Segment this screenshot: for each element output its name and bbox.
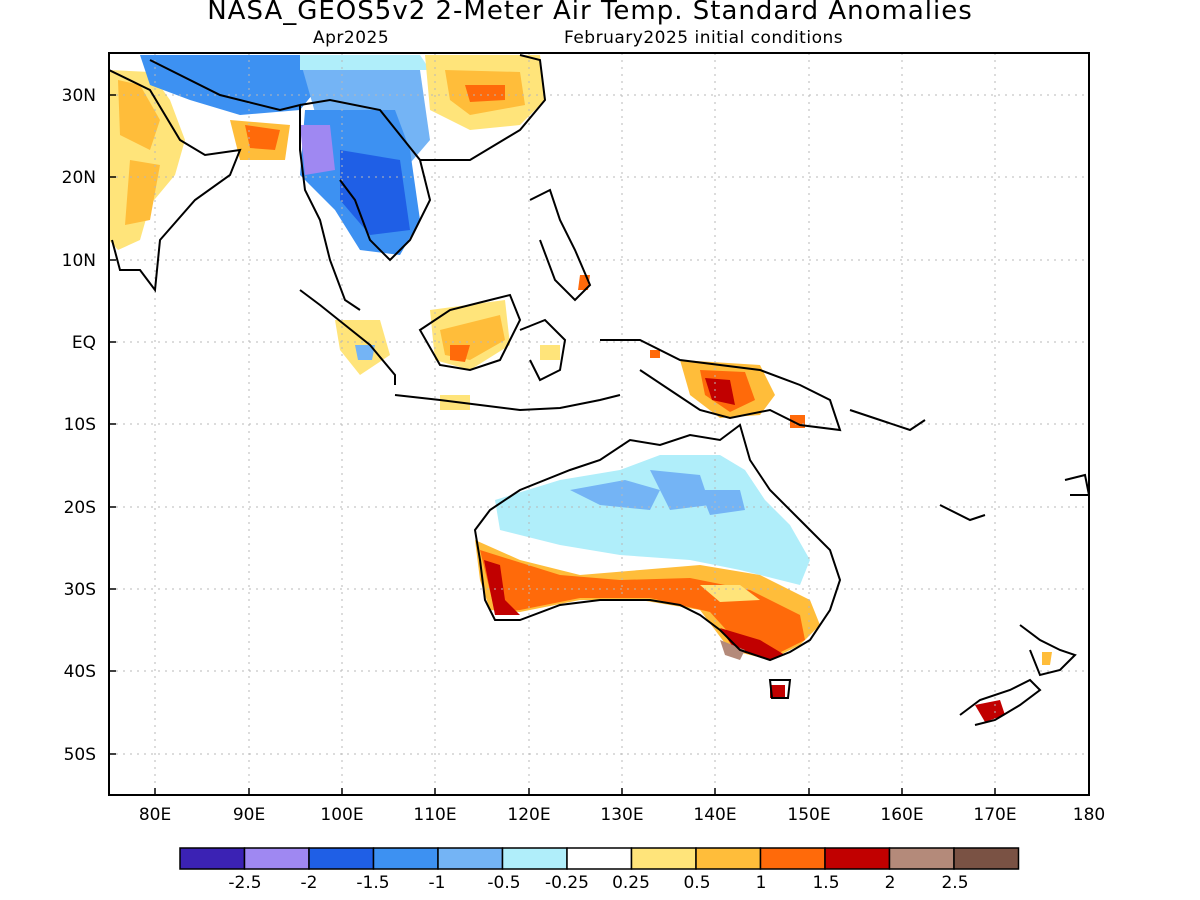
legend-swatch: [695, 847, 762, 870]
legend-swatch: [759, 847, 826, 870]
latitude-labels: 30N 20N 10N EQ 10S 20S 30S 40S 50S: [62, 86, 96, 765]
tick-marks: [109, 94, 996, 795]
legend-swatches: [179, 847, 1020, 870]
legend-swatch: [566, 847, 633, 870]
lon-tick-label: 90E: [233, 805, 265, 825]
initial-conditions-label: February2025 initial conditions: [564, 28, 844, 48]
legend-swatch: [501, 847, 568, 870]
lat-tick-label: 40S: [64, 662, 96, 682]
legend-swatch: [888, 847, 955, 870]
lat-tick-label: 30N: [62, 86, 96, 106]
lon-tick-label: 150E: [787, 805, 830, 825]
lon-tick-label: 130E: [600, 805, 643, 825]
lon-tick-label: 170E: [973, 805, 1016, 825]
valid-month-label: Apr2025: [313, 28, 390, 48]
lat-tick-label: 20N: [62, 168, 96, 188]
anomaly-shading: [109, 55, 1052, 722]
lat-tick-label: 20S: [64, 498, 96, 518]
coastlines: [109, 54, 1089, 726]
lon-tick-label: 120E: [507, 805, 550, 825]
legend-swatch: [630, 847, 697, 870]
legend-label: -1.5: [356, 873, 389, 893]
legend-swatch: [372, 847, 439, 870]
legend-swatch: [243, 847, 310, 870]
lon-tick-label: 140E: [693, 805, 736, 825]
legend-label: 0.5: [683, 873, 710, 893]
legend-label: 2.5: [941, 873, 968, 893]
legend-swatch: [437, 847, 504, 870]
legend-swatch: [953, 847, 1020, 870]
grid-lines: [109, 53, 1089, 795]
legend-swatch: [179, 847, 246, 870]
legend-label: 1.5: [812, 873, 839, 893]
lat-tick-label: 30S: [64, 580, 96, 600]
longitude-labels: 80E 90E 100E 110E 120E 130E 140E 150E 16…: [139, 805, 1105, 825]
lon-tick-label: 80E: [139, 805, 171, 825]
lon-tick-label: 110E: [413, 805, 456, 825]
legend-label: -2: [301, 873, 318, 893]
lat-tick-label: 50S: [64, 745, 96, 765]
lat-tick-label: EQ: [72, 333, 96, 353]
legend-label: -2.5: [228, 873, 261, 893]
lat-tick-label: 10S: [64, 415, 96, 435]
legend-label: -0.5: [487, 873, 520, 893]
map-title: NASA_GEOS5v2 2-Meter Air Temp. Standard …: [207, 0, 973, 26]
legend-label: 2: [885, 873, 896, 893]
lon-tick-label: 100E: [320, 805, 363, 825]
legend-label: -1: [429, 873, 446, 893]
legend-label: 0.25: [612, 873, 650, 893]
color-legend: -2.5 -2 -1.5 -1 -0.5 -0.25 0.25 0.5 1 1.…: [179, 847, 1020, 893]
legend-label: -0.25: [545, 873, 589, 893]
lon-tick-label: 160E: [880, 805, 923, 825]
legend-swatch: [824, 847, 891, 870]
legend-label: 1: [756, 873, 767, 893]
lat-tick-label: 10N: [62, 251, 96, 271]
lon-tick-label: 180: [1073, 805, 1105, 825]
legend-swatch: [308, 847, 375, 870]
